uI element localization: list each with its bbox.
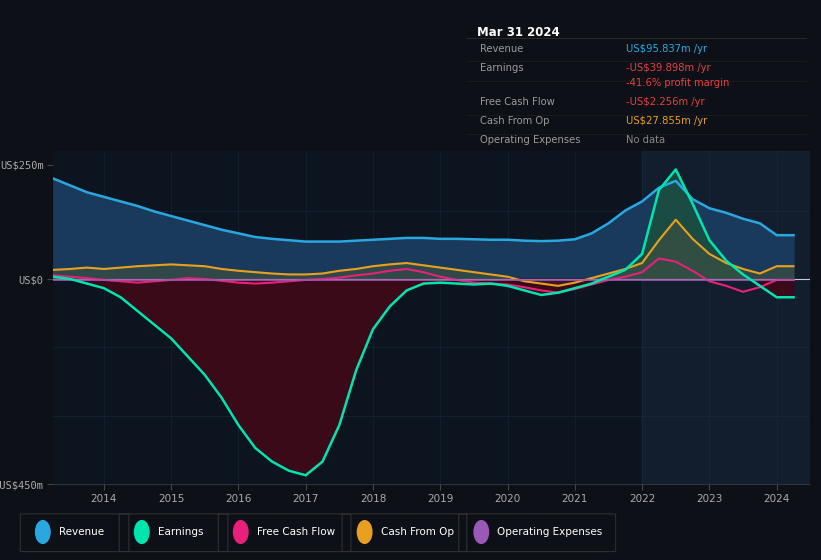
Ellipse shape: [233, 521, 248, 543]
Text: US$95.837m /yr: US$95.837m /yr: [626, 44, 708, 54]
Text: Mar 31 2024: Mar 31 2024: [476, 26, 559, 39]
Text: -US$39.898m /yr: -US$39.898m /yr: [626, 63, 711, 73]
Text: Earnings: Earnings: [158, 527, 204, 537]
Text: -US$2.256m /yr: -US$2.256m /yr: [626, 97, 705, 108]
Text: Cash From Op: Cash From Op: [480, 116, 549, 126]
Text: -41.6% profit margin: -41.6% profit margin: [626, 78, 730, 88]
Text: Revenue: Revenue: [59, 527, 104, 537]
Ellipse shape: [474, 521, 488, 543]
Text: No data: No data: [626, 135, 666, 145]
Text: Operating Expenses: Operating Expenses: [498, 527, 603, 537]
Text: Free Cash Flow: Free Cash Flow: [480, 97, 555, 108]
Text: Earnings: Earnings: [480, 63, 524, 73]
Text: Revenue: Revenue: [480, 44, 523, 54]
Ellipse shape: [35, 521, 50, 543]
Text: Cash From Op: Cash From Op: [381, 527, 454, 537]
Text: Free Cash Flow: Free Cash Flow: [257, 527, 335, 537]
Ellipse shape: [357, 521, 372, 543]
Bar: [642, 151, 810, 484]
Ellipse shape: [135, 521, 149, 543]
Text: US$27.855m /yr: US$27.855m /yr: [626, 116, 708, 126]
Text: Operating Expenses: Operating Expenses: [480, 135, 580, 145]
